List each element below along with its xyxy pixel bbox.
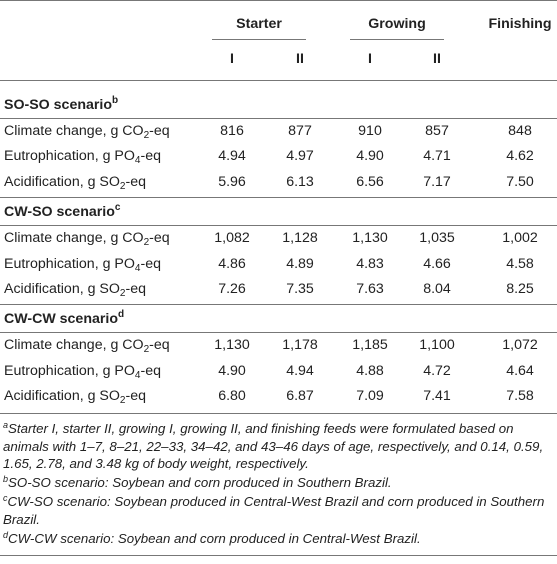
row-label: Climate change, g CO2-eq bbox=[4, 337, 170, 355]
table-cell: 4.64 bbox=[506, 363, 534, 379]
row-label: Eutrophication, g PO4-eq bbox=[4, 148, 161, 166]
row-label: Acidification, g SO2-eq bbox=[4, 388, 146, 406]
table-cell: 7.50 bbox=[506, 174, 534, 190]
table-cell: 1,100 bbox=[419, 337, 455, 353]
table-cell: 4.83 bbox=[356, 256, 384, 272]
header-rule bbox=[0, 80, 557, 81]
row-label: Acidification, g SO2-eq bbox=[4, 281, 146, 299]
table-cell: 1,072 bbox=[502, 337, 538, 353]
footnote-b: bSO-SO scenario: Soybean and corn produc… bbox=[3, 474, 392, 491]
section-title: CW-SO scenarioc bbox=[4, 202, 121, 221]
table-cell: 4.89 bbox=[286, 256, 314, 272]
table-cell: 4.66 bbox=[423, 256, 451, 272]
table-cell: 6.87 bbox=[286, 388, 314, 404]
table-cell: 6.13 bbox=[286, 174, 314, 190]
table-cell: 7.63 bbox=[356, 281, 384, 297]
table-cell: 1,178 bbox=[282, 337, 318, 353]
table-cell: 7.35 bbox=[286, 281, 314, 297]
table-cell: 4.94 bbox=[286, 363, 314, 379]
growing-group-rule bbox=[350, 39, 444, 40]
table-cell: 4.58 bbox=[506, 256, 534, 272]
table-cell: 8.25 bbox=[506, 281, 534, 297]
table-cell: 8.04 bbox=[423, 281, 451, 297]
table-cell: 857 bbox=[425, 123, 449, 139]
section-rule bbox=[0, 332, 557, 333]
header-growing: Growing bbox=[368, 16, 426, 32]
table-cell: 4.90 bbox=[218, 363, 246, 379]
table-cell: 6.56 bbox=[356, 174, 384, 190]
table-cell: 877 bbox=[288, 123, 312, 139]
row-label: Climate change, g CO2-eq bbox=[4, 230, 170, 248]
footer-rule bbox=[0, 555, 557, 556]
subheader-growing-i: I bbox=[368, 51, 372, 67]
table-cell: 4.94 bbox=[218, 148, 246, 164]
header-starter: Starter bbox=[236, 16, 282, 32]
section-rule bbox=[0, 118, 557, 119]
table-cell: 7.41 bbox=[423, 388, 451, 404]
table-cell: 7.58 bbox=[506, 388, 534, 404]
table-cell: 910 bbox=[358, 123, 382, 139]
footnote-d: dCW-CW scenario: Soybean and corn produc… bbox=[3, 530, 421, 547]
table-cell: 7.26 bbox=[218, 281, 246, 297]
footnote-a: aStarter I, starter II, growing I, growi… bbox=[3, 420, 544, 472]
footnote-c: cCW-SO scenario: Soybean produced in Cen… bbox=[3, 493, 545, 527]
table-cell: 4.97 bbox=[286, 148, 314, 164]
row-label: Acidification, g SO2-eq bbox=[4, 174, 146, 192]
subheader-starter-ii: II bbox=[296, 51, 304, 67]
section-title: SO-SO scenariob bbox=[4, 95, 119, 114]
table-cell: 848 bbox=[508, 123, 532, 139]
subheader-growing-ii: II bbox=[433, 51, 441, 67]
table-cell: 4.72 bbox=[423, 363, 451, 379]
bottom-rule bbox=[0, 413, 557, 414]
table-cell: 5.96 bbox=[218, 174, 246, 190]
table-cell: 1,130 bbox=[352, 230, 388, 246]
table-cell: 1,128 bbox=[282, 230, 318, 246]
table-cell: 7.17 bbox=[423, 174, 451, 190]
starter-group-rule bbox=[212, 39, 306, 40]
table-cell: 1,082 bbox=[214, 230, 250, 246]
table-cell: 4.90 bbox=[356, 148, 384, 164]
table-cell: 1,130 bbox=[214, 337, 250, 353]
table-cell: 6.80 bbox=[218, 388, 246, 404]
table-cell: 4.71 bbox=[423, 148, 451, 164]
section-rule bbox=[0, 304, 557, 305]
table-cell: 7.09 bbox=[356, 388, 384, 404]
table-cell: 4.86 bbox=[218, 256, 246, 272]
table-cell: 1,185 bbox=[352, 337, 388, 353]
table-cell: 1,002 bbox=[502, 230, 538, 246]
top-rule bbox=[0, 0, 557, 1]
header-finishing: Finishing bbox=[488, 16, 552, 32]
subheader-starter-i: I bbox=[230, 51, 234, 67]
section-title: CW-CW scenariod bbox=[4, 309, 125, 328]
row-label: Eutrophication, g PO4-eq bbox=[4, 256, 161, 274]
section-rule bbox=[0, 197, 557, 198]
section-rule bbox=[0, 225, 557, 226]
row-label: Climate change, g CO2-eq bbox=[4, 123, 170, 141]
table-cell: 4.62 bbox=[506, 148, 534, 164]
table-cell: 816 bbox=[220, 123, 244, 139]
row-label: Eutrophication, g PO4-eq bbox=[4, 363, 161, 381]
table-cell: 1,035 bbox=[419, 230, 455, 246]
table-cell: 4.88 bbox=[356, 363, 384, 379]
